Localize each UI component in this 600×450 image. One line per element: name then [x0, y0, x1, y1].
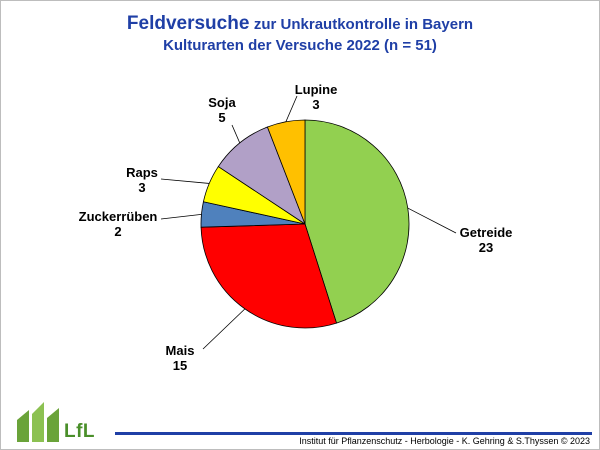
pie-slice-mais	[200, 223, 338, 329]
slice-label: Zuckerrüben	[79, 209, 158, 224]
leader-line	[160, 178, 210, 184]
leader-line	[285, 95, 298, 122]
slice-value-label: 5	[218, 110, 225, 125]
chart-title: Feldversuche zur Unkrautkontrolle in Bay…	[0, 13, 600, 35]
pie-slice-getreide	[304, 119, 410, 324]
leader-line	[202, 308, 246, 350]
footer-rule	[115, 432, 592, 435]
slice-value-label: 3	[138, 180, 145, 195]
lfl-logo-icon	[17, 402, 59, 442]
slice-value-label: 15	[173, 358, 187, 373]
logo-text: LfL	[64, 421, 96, 442]
footer-credit: Institut für Pflanzenschutz - Herbologie…	[299, 436, 590, 446]
slice-label: Raps	[126, 165, 158, 180]
slice-label: Lupine	[295, 82, 338, 97]
leader-line	[407, 207, 457, 234]
title-main: Feldversuche	[126, 13, 250, 34]
leader-line	[160, 214, 202, 220]
slice-label: Getreide	[460, 225, 513, 240]
slice-value-label: 2	[114, 224, 121, 239]
pie-chart: Getreide23Mais15Zuckerrüben2Raps3Soja5Lu…	[79, 82, 513, 373]
slice-value-label: 23	[479, 240, 493, 255]
slice-value-label: 3	[312, 97, 319, 112]
slice-label: Mais	[166, 343, 195, 358]
slice-label: Soja	[208, 95, 236, 110]
leader-line	[231, 124, 241, 144]
pie-slice-lupine	[266, 119, 306, 225]
title-rest: zur Unkrautkontrolle in Bayern	[253, 16, 474, 33]
chart-subtitle: Kulturarten der Versuche 2022 (n = 51)	[163, 37, 437, 54]
